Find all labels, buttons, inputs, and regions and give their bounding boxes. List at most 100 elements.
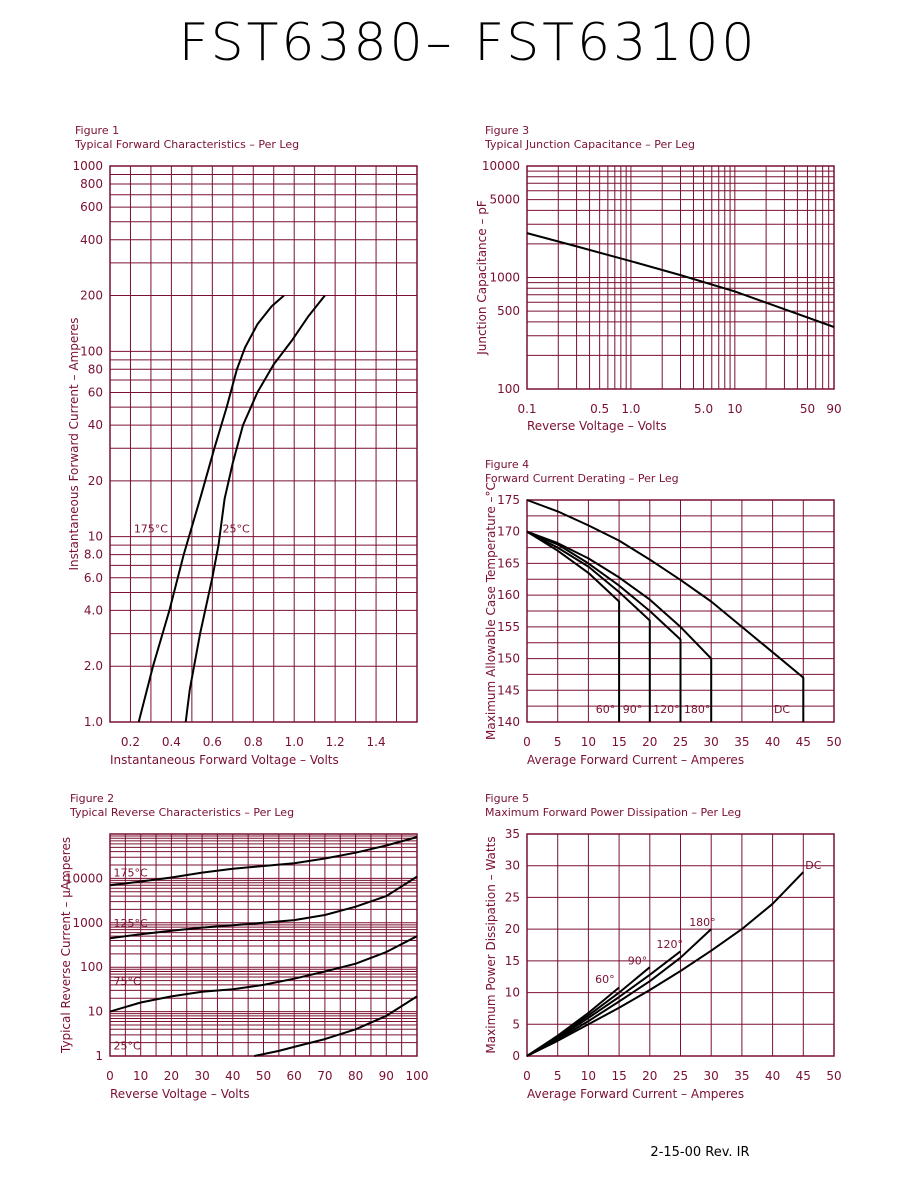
x-tick-label: 35	[734, 735, 749, 749]
series-line-175C	[137, 294, 285, 723]
x-tick-label: 50	[800, 402, 815, 416]
series-line-25C	[184, 294, 326, 723]
x-tick-label: 30	[194, 1069, 209, 1083]
series-label: 60°	[596, 703, 616, 716]
x-tick-label: 0.8	[244, 735, 263, 749]
x-tick-label: 25	[673, 1069, 688, 1083]
y-tick-label: 1000	[72, 159, 103, 173]
y-tick-label: 4.0	[84, 603, 103, 617]
grid	[526, 165, 835, 390]
figure-label: Figure 5	[485, 792, 529, 805]
y-tick-label: 200	[80, 289, 103, 303]
x-tick-label: 10	[581, 1069, 596, 1083]
x-tick-label: 40	[225, 1069, 240, 1083]
x-tick-label: 50	[826, 735, 841, 749]
y-tick-label: 10	[88, 530, 103, 544]
series-line-90	[526, 530, 651, 722]
grid	[109, 165, 418, 723]
y-tick-label: 155	[497, 620, 520, 634]
x-tick-label: 10	[133, 1069, 148, 1083]
y-tick-label: 1000	[489, 271, 520, 285]
figure-label: Figure 2	[70, 792, 114, 805]
x-tick-label: 0.6	[203, 735, 222, 749]
x-tick-label: 40	[765, 1069, 780, 1083]
series-line-75C	[109, 935, 418, 1013]
x-tick-label: 10	[581, 735, 596, 749]
x-axis-label: Instantaneous Forward Voltage – Volts	[110, 753, 339, 767]
x-tick-label: 1.4	[367, 735, 386, 749]
y-tick-label: 10	[88, 1005, 103, 1019]
x-tick-label: 5.0	[694, 402, 713, 416]
y-tick-label: 1000	[72, 916, 103, 930]
figure-label: Figure 1	[75, 124, 119, 137]
x-tick-label: 30	[704, 1069, 719, 1083]
y-tick-label: 10000	[482, 159, 520, 173]
x-tick-label: 20	[642, 1069, 657, 1083]
x-tick-label: 15	[611, 735, 626, 749]
y-axis-label: Typical Reverse Current – µAmperes	[59, 837, 73, 1054]
figure-title: Maximum Forward Power Dissipation – Per …	[485, 806, 741, 819]
series-line-180	[526, 530, 713, 722]
y-tick-label: 145	[497, 683, 520, 697]
x-tick-label: 0	[106, 1069, 114, 1083]
x-tick-label: 45	[796, 735, 811, 749]
x-tick-label: 60	[287, 1069, 302, 1083]
x-tick-label: 80	[348, 1069, 363, 1083]
series-line-180	[526, 928, 712, 1057]
y-axis-label: Instantaneous Forward Current – Amperes	[67, 317, 81, 570]
y-tick-label: 600	[80, 200, 103, 214]
y-tick-label: 165	[497, 556, 520, 570]
figure-title: Forward Current Derating – Per Leg	[485, 472, 679, 485]
x-tick-label: 1.0	[285, 735, 304, 749]
x-tick-label: 1.0	[621, 402, 640, 416]
y-axis-label: Maximum Power Dissipation – Watts	[484, 836, 498, 1053]
x-tick-label: 90	[826, 402, 841, 416]
series-line-125C	[109, 875, 418, 940]
plot-frame	[526, 833, 835, 1057]
series-line-60	[526, 986, 620, 1057]
x-tick-label: 20	[164, 1069, 179, 1083]
y-tick-label: 1	[95, 1049, 103, 1063]
figure-label: Figure 3	[485, 124, 529, 137]
y-tick-label: 20	[88, 474, 103, 488]
x-tick-label: 5	[554, 1069, 562, 1083]
series-line-fig3	[526, 232, 835, 328]
y-tick-label: 8.0	[84, 548, 103, 562]
series-line-60	[526, 530, 621, 722]
y-tick-label: 100	[80, 344, 103, 358]
y-tick-label: 0	[512, 1049, 520, 1063]
series-line-175C	[109, 836, 418, 887]
y-tick-label: 140	[497, 715, 520, 729]
x-tick-label: 70	[317, 1069, 332, 1083]
x-tick-label: 0	[523, 1069, 531, 1083]
y-tick-label: 20	[505, 922, 520, 936]
series-line-120	[526, 530, 682, 722]
series-label: 90°	[628, 955, 648, 968]
x-tick-label: 20	[642, 735, 657, 749]
x-tick-label: 0.5	[590, 402, 609, 416]
series-label: 25°C	[223, 523, 250, 536]
x-tick-label: 100	[406, 1069, 429, 1083]
figure-title: Typical Reverse Characteristics – Per Le…	[69, 806, 294, 819]
series-label: 175°C	[134, 523, 168, 536]
series-label: 125°C	[114, 917, 148, 930]
y-tick-label: 800	[80, 177, 103, 191]
y-tick-label: 400	[80, 233, 103, 247]
y-tick-label: 170	[497, 525, 520, 539]
x-tick-label: 50	[826, 1069, 841, 1083]
y-tick-label: 15	[505, 954, 520, 968]
y-tick-label: 35	[505, 827, 520, 841]
y-tick-label: 6.0	[84, 571, 103, 585]
grid	[526, 833, 835, 1057]
page-title: FST6380– FST63100	[179, 13, 758, 73]
x-tick-label: 45	[796, 1069, 811, 1083]
figure-title: Typical Forward Characteristics – Per Le…	[74, 138, 299, 151]
x-axis-label: Average Forward Current – Amperes	[527, 753, 744, 767]
series-line-25C	[254, 995, 418, 1057]
x-tick-label: 10	[727, 402, 742, 416]
